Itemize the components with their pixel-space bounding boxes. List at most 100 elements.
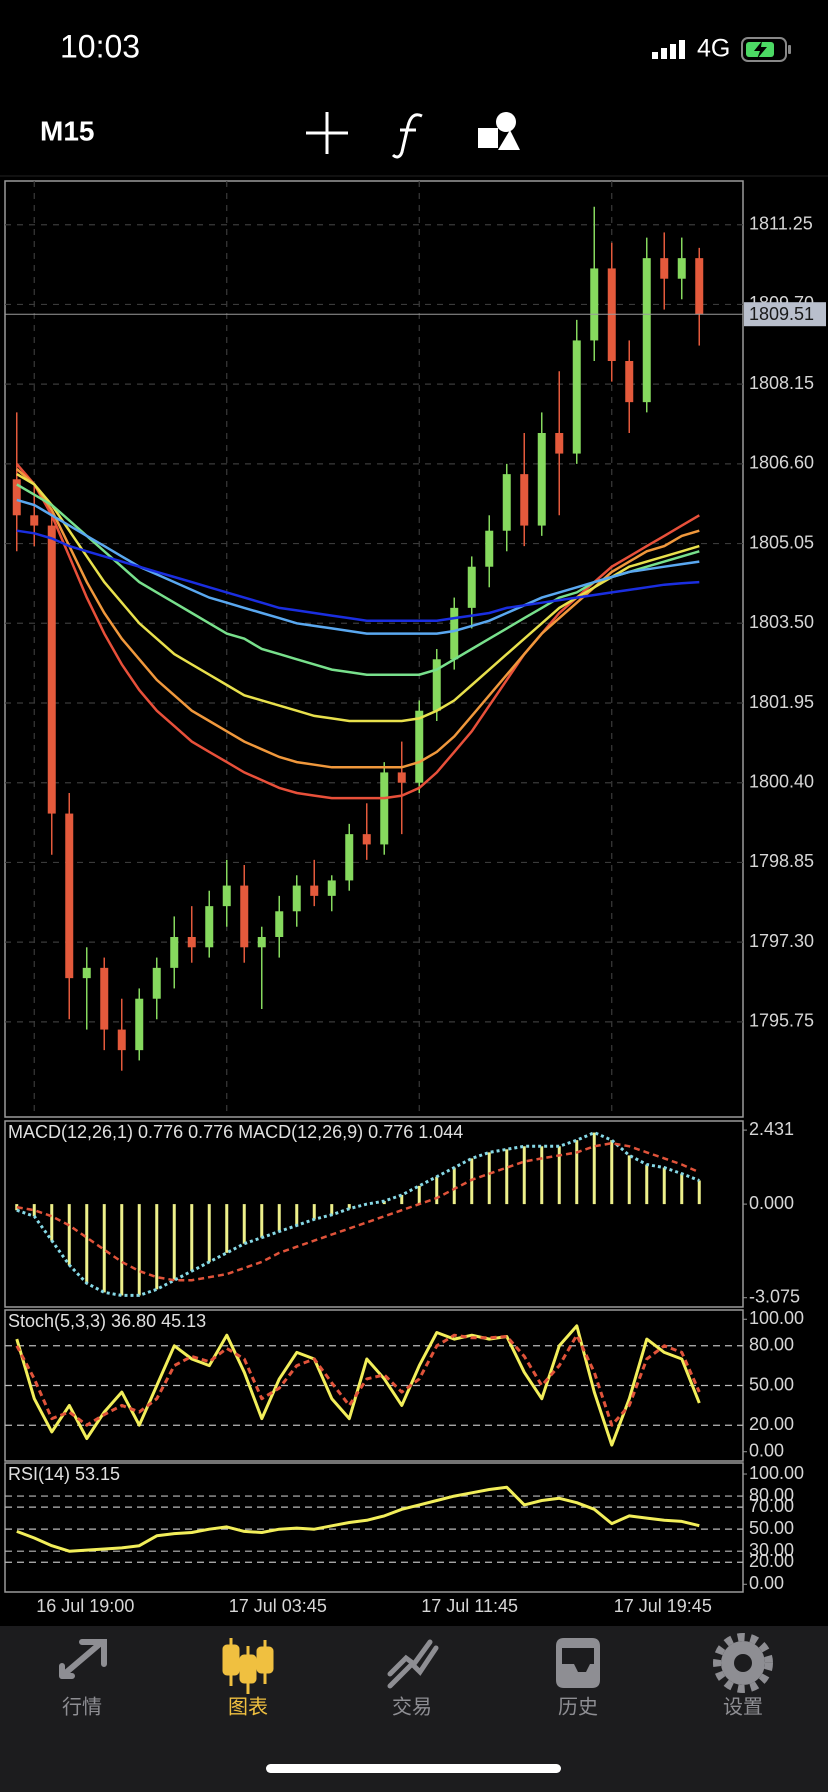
moving-average	[16, 529, 700, 622]
candle-body	[345, 834, 354, 881]
y-tick-label: 0.00	[749, 1440, 784, 1460]
candle-body	[30, 515, 39, 526]
macd-signal	[16, 1141, 700, 1282]
moving-average	[16, 473, 700, 723]
candle-body	[100, 967, 109, 1030]
y-tick-label: 20.00	[749, 1414, 794, 1434]
tab-icon-history[interactable]	[556, 1638, 600, 1688]
macd-bar	[207, 1204, 211, 1262]
candle-body	[397, 772, 406, 783]
macd-bar	[645, 1164, 649, 1205]
panel-frame	[4, 1120, 744, 1308]
macd-bar	[592, 1132, 596, 1205]
candle-body	[82, 967, 91, 979]
candle-body	[660, 258, 669, 279]
macd-bar	[330, 1204, 334, 1215]
moving-average	[16, 498, 700, 635]
tab-icon-quotes[interactable]	[59, 1639, 107, 1679]
indicator-label: MACD(12,26,1) 0.776 0.776 MACD(12,26,9) …	[8, 1122, 463, 1142]
candle-body	[240, 885, 249, 948]
macd-bar	[417, 1185, 421, 1205]
candle-body	[310, 885, 319, 896]
candle-body	[152, 967, 161, 999]
macd-bar	[120, 1204, 124, 1296]
objects-button[interactable]	[478, 112, 520, 150]
macd-bar	[452, 1167, 456, 1205]
indicator-button[interactable]	[391, 113, 423, 159]
candle-body	[65, 813, 74, 979]
y-tick-label: 0.00	[749, 1573, 784, 1593]
candle-body	[572, 340, 581, 454]
y-tick-label: 100.00	[749, 1308, 804, 1328]
macd-bar	[610, 1140, 614, 1205]
y-tick-label: 50.00	[749, 1374, 794, 1394]
macd-bar	[522, 1146, 526, 1205]
macd-bar	[680, 1173, 684, 1205]
tab-icon-trade[interactable]	[387, 1639, 439, 1689]
y-tick-label: 100.00	[749, 1463, 804, 1483]
tab-icon-chart[interactable]	[222, 1638, 274, 1694]
candle-body	[467, 566, 476, 608]
candle-body	[170, 937, 179, 968]
moving-average	[15, 468, 700, 769]
candle-body	[135, 998, 144, 1051]
candle-body	[502, 474, 511, 531]
battery-icon	[741, 37, 791, 62]
candle-body	[327, 880, 336, 896]
y-tick-label: -3.075	[749, 1286, 800, 1306]
macd-bar	[697, 1180, 701, 1205]
panel-frame	[4, 180, 744, 1118]
macd-bar	[172, 1204, 176, 1281]
macd-line	[16, 1130, 700, 1297]
panel-frame	[4, 1462, 744, 1593]
tab-label[interactable]: 图表	[228, 1695, 268, 1718]
indicator-label: RSI(14) 53.15	[8, 1464, 120, 1484]
macd-bar	[435, 1176, 439, 1205]
y-tick-label: 1808.15	[749, 373, 814, 393]
y-tick-label: 0.000	[749, 1193, 794, 1213]
macd-bar	[295, 1204, 299, 1226]
macd-bar	[505, 1149, 509, 1205]
candle-body	[117, 1029, 126, 1051]
timeframe[interactable]: M15	[40, 115, 94, 146]
tab-label[interactable]: 设置	[723, 1695, 763, 1718]
crosshair-button[interactable]	[306, 112, 348, 154]
tab-icon-settings[interactable]	[713, 1633, 773, 1693]
macd-bar	[627, 1155, 631, 1205]
macd-bar	[470, 1158, 474, 1205]
tab-label[interactable]: 行情	[62, 1695, 102, 1718]
macd-bar	[487, 1152, 491, 1205]
macd-bar	[15, 1204, 19, 1211]
current-price-label: 1809.51	[749, 304, 814, 324]
candle-body	[47, 525, 56, 814]
macd-bar	[242, 1204, 246, 1244]
y-tick-label: 1811.25	[749, 213, 813, 233]
y-tick-label: 80.00	[749, 1485, 794, 1505]
candle-body	[415, 710, 424, 783]
macd-bar	[400, 1194, 404, 1205]
candle-body	[187, 937, 196, 948]
tab-label[interactable]: 历史	[558, 1695, 598, 1718]
candle-body	[222, 885, 231, 907]
macd-bar	[85, 1204, 89, 1284]
candle-body	[432, 659, 441, 711]
moving-average	[16, 483, 700, 676]
x-tick-label: 16 Jul 19:00	[36, 1596, 134, 1616]
y-tick-label: 1806.60	[749, 453, 814, 473]
indicator-label: Stoch(5,3,3) 36.80 45.13	[8, 1311, 206, 1331]
y-tick-label: 30.00	[749, 1540, 794, 1560]
y-tick-label: 1800.40	[749, 771, 814, 791]
candle-body	[695, 258, 704, 315]
macd-bar	[312, 1204, 316, 1220]
y-tick-label: 70.00	[749, 1496, 794, 1516]
tab-label[interactable]: 交易	[392, 1695, 432, 1718]
candle-body	[205, 906, 214, 948]
home-indicator	[266, 1764, 561, 1773]
indicator-line	[15, 1333, 701, 1427]
candle-body	[520, 474, 529, 526]
candle-body	[12, 479, 21, 516]
candle-body	[275, 911, 284, 937]
macd-bar	[260, 1204, 264, 1238]
y-tick-label: 1797.30	[749, 931, 814, 951]
